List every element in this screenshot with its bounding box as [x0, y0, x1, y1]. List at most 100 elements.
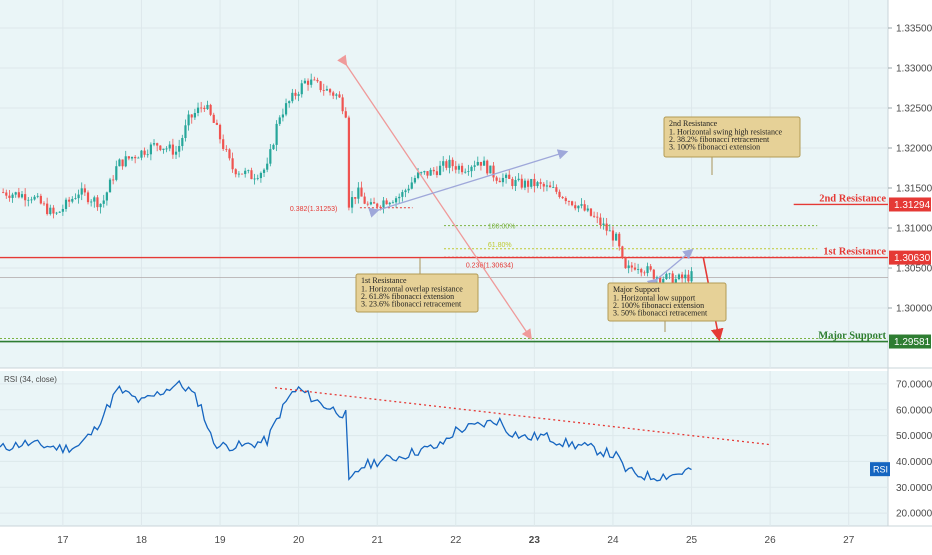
- candle-body: [473, 165, 476, 167]
- candle-body: [14, 192, 17, 195]
- candle-body: [162, 148, 165, 150]
- candle-body: [121, 159, 124, 167]
- candle-body: [313, 79, 316, 81]
- candle-body: [643, 272, 646, 274]
- price-pane: [0, 0, 888, 368]
- candle-body: [668, 273, 671, 275]
- rsi-title: RSI (34, close): [4, 375, 57, 384]
- candle-body: [328, 89, 332, 93]
- candle-body: [495, 177, 498, 181]
- candle-body: [410, 182, 413, 189]
- candle-body: [357, 187, 360, 199]
- candle-body: [86, 192, 90, 203]
- time-tick-label: 22: [450, 535, 462, 546]
- candle-body: [108, 179, 112, 193]
- candle-body: [200, 107, 203, 109]
- rsi-tick-label: 30.0000: [896, 483, 932, 494]
- time-axis: 17 18 19 20 21 22 23 24 25 26 27: [57, 535, 854, 546]
- candle-body: [460, 165, 464, 173]
- candle-body: [231, 158, 234, 170]
- candle-body: [99, 203, 102, 208]
- candle-body: [467, 171, 470, 172]
- candle-body: [206, 104, 209, 110]
- candle-body: [338, 94, 341, 98]
- candle-body: [77, 194, 80, 199]
- candle-body: [71, 198, 74, 202]
- candle-body: [266, 163, 269, 170]
- candle-body: [61, 208, 64, 212]
- annotation-line: 2. 61.8% fibonacci extension: [361, 292, 454, 301]
- candle-body: [687, 274, 690, 282]
- candle-body: [152, 143, 156, 145]
- time-tick-label: 18: [136, 535, 148, 546]
- candle-body: [39, 195, 42, 204]
- candle-body: [442, 161, 445, 166]
- candle-body: [420, 172, 423, 174]
- candle-body: [567, 201, 571, 202]
- candle-body: [168, 144, 171, 149]
- rsi-trendline: [274, 387, 771, 446]
- candle-body: [115, 166, 118, 180]
- candle-body: [394, 198, 398, 203]
- time-tick-label: 21: [372, 535, 384, 546]
- candle-body: [24, 194, 27, 201]
- candle-body: [517, 178, 520, 181]
- time-tick-label: 27: [843, 535, 855, 546]
- candle-body: [215, 122, 218, 125]
- candle-body: [580, 204, 583, 206]
- candle-body: [319, 81, 322, 91]
- candle-body: [464, 171, 467, 173]
- candle-body: [470, 166, 473, 172]
- rsi-axis: 70.0000 60.0000 50.0000 40.0000 30.0000 20.00…: [870, 379, 932, 520]
- candle-body: [20, 194, 24, 198]
- candle-body: [335, 94, 338, 96]
- candle-body: [350, 197, 354, 208]
- candle-body: [627, 265, 630, 269]
- candle-body: [633, 267, 637, 270]
- candle-body: [564, 198, 567, 202]
- candle-body: [83, 188, 86, 193]
- candle-body: [640, 269, 643, 273]
- candle-body: [382, 200, 385, 208]
- candle-body: [514, 180, 517, 187]
- candle-body: [253, 178, 256, 180]
- annotation-box: [663, 116, 801, 158]
- level-price-badge: [889, 334, 931, 349]
- candle-body: [127, 156, 130, 159]
- fib-level-label: 0.236(1.30634): [466, 262, 513, 269]
- candle-body: [684, 274, 687, 279]
- candle-body: [608, 230, 611, 232]
- time-tick-label: 17: [57, 535, 69, 546]
- candle-body: [504, 174, 508, 178]
- candle-body: [234, 169, 237, 175]
- candle-body: [325, 89, 329, 91]
- candle-body: [250, 170, 253, 180]
- candle-body: [423, 171, 426, 173]
- candle-body: [5, 192, 8, 196]
- candle-body: [511, 178, 514, 187]
- candle-body: [536, 182, 539, 187]
- candle-body: [341, 97, 344, 112]
- candle-body: [203, 107, 206, 110]
- candle-body: [369, 202, 373, 205]
- candle-body: [561, 197, 564, 199]
- candle-body: [413, 178, 417, 183]
- candle-body: [407, 188, 410, 191]
- candle-body: [275, 123, 278, 145]
- candle-body: [74, 198, 77, 199]
- candle-body: [605, 223, 608, 231]
- candle-body: [555, 187, 558, 192]
- annotation-title: Major Support: [613, 285, 661, 294]
- time-tick-label: 26: [765, 535, 777, 546]
- time-tick-label: 25: [686, 535, 698, 546]
- candle-body: [618, 233, 621, 247]
- annotation-line: 3. 50% fibonacci retracement: [613, 309, 708, 318]
- level-price-label: 1.31294: [894, 200, 931, 211]
- candle-body: [322, 90, 325, 91]
- level-label: 1st Resistance: [823, 247, 886, 258]
- candle-body: [36, 195, 39, 197]
- candle-body: [388, 202, 391, 205]
- candle-body: [662, 279, 665, 283]
